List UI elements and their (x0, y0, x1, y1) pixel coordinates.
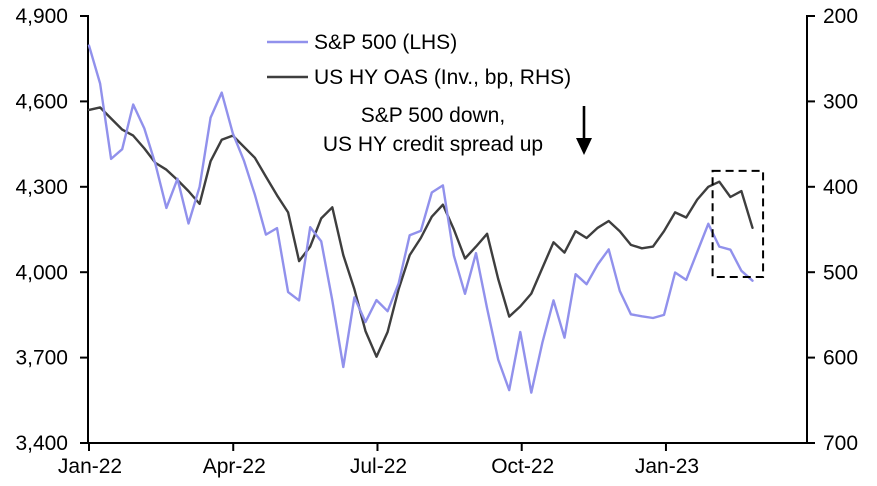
axes (80, 15, 815, 451)
x-axis-tick-label: Jan-23 (635, 455, 699, 478)
highlight-box (711, 169, 765, 279)
annotation: S&P 500 down, US HY credit spread up (323, 104, 592, 156)
axis-tick-labels: 4,900 4,600 4,300 4,000 3,700 3,400 200 300 400 5… (15, 5, 858, 478)
left-axis-tick-label: 3,700 (15, 347, 68, 370)
right-axis-tick-label: 300 (823, 91, 858, 114)
down-arrow-head-icon (576, 138, 592, 155)
legend-item-us-hy-oas: US HY OAS (Inv., bp, RHS) (267, 66, 571, 89)
legend: S&P 500 (LHS) US HY OAS (Inv., bp, RHS) (267, 31, 571, 89)
legend-label: US HY OAS (Inv., bp, RHS) (314, 66, 571, 89)
right-axis-tick-label: 500 (823, 261, 858, 284)
left-axis-tick-label: 4,900 (15, 5, 68, 28)
right-axis-tick-label: 700 (823, 432, 858, 455)
x-axis-tick-label: Jan-22 (58, 455, 122, 478)
us-hy-oas-line (87, 106, 754, 358)
sp500-line (87, 44, 754, 394)
x-axis-tick-label: Jul-22 (350, 455, 407, 478)
legend-label: S&P 500 (LHS) (314, 31, 457, 54)
left-axis-tick-label: 3,400 (15, 432, 68, 455)
left-axis-tick-label: 4,300 (15, 176, 68, 199)
series-lines (87, 44, 754, 394)
annotation-line1: S&P 500 down, (361, 104, 505, 127)
right-axis-tick-label: 600 (823, 347, 858, 370)
legend-item-sp500: S&P 500 (LHS) (267, 31, 457, 54)
x-axis-tick-label: Apr-22 (203, 455, 266, 478)
right-axis-tick-label: 400 (823, 176, 858, 199)
left-axis-tick-label: 4,600 (15, 91, 68, 114)
annotation-line2: US HY credit spread up (323, 133, 543, 156)
left-axis-tick-label: 4,000 (15, 261, 68, 284)
right-axis-tick-label: 200 (823, 5, 858, 28)
highlight-dashed-box (711, 169, 765, 279)
x-axis-tick-label: Oct-22 (491, 455, 554, 478)
